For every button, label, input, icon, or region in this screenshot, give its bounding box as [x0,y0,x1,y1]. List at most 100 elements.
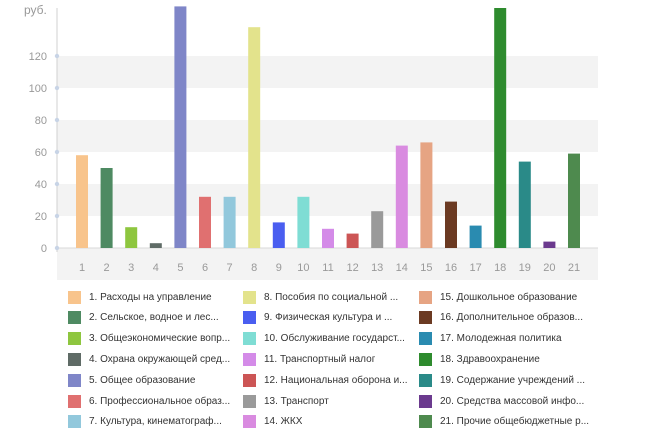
y-tick-label: 0 [41,243,47,255]
x-tick-label: 3 [128,262,134,274]
bar-1[interactable] [76,155,88,248]
bar-12[interactable] [346,233,359,248]
x-tick-label: 17 [469,262,481,274]
legend-swatch [68,290,81,304]
legend-swatch [68,311,81,325]
y-tick-marker [54,181,60,187]
bar-18[interactable] [494,8,507,248]
legend-label: 16. Дополнительное образов... [440,312,583,324]
y-tick-marker [54,149,60,155]
bar-13[interactable] [371,211,384,248]
legend-item-10[interactable]: 10. Обслуживание государст... [243,331,411,347]
legend-item-11[interactable]: 11. Транспортный налог [243,351,411,367]
x-tick-label: 12 [346,262,358,274]
y-tick-label: 20 [35,211,47,223]
x-tick-label: 8 [251,262,257,274]
x-tick-label: 6 [202,262,208,274]
legend-item-6[interactable]: 6. Профессиональное образ... [68,393,240,409]
legend-item-15[interactable]: 15. Дошкольное образование [419,289,595,305]
legend-swatch [419,311,432,325]
y-tick-label: 120 [29,51,47,63]
legend-item-9[interactable]: 9. Физическая культура и ... [243,310,411,326]
bar-9[interactable] [272,222,285,248]
legend-label: 9. Физическая культура и ... [264,312,393,324]
legend-swatch [243,373,256,387]
bar-4[interactable] [149,243,162,248]
legend-swatch [243,332,256,346]
grid-band [57,184,598,216]
grid-band [57,120,598,152]
x-tick-label: 7 [227,262,233,274]
legend-item-5[interactable]: 5. Общее образование [68,372,240,388]
legend-item-13[interactable]: 13. Транспорт [243,393,411,409]
legend-item-12[interactable]: 12. Национальная оборона и... [243,372,411,388]
bar-14[interactable] [395,145,408,248]
legend-label: 19. Содержание учреждений ... [440,374,586,386]
x-tick-label: 5 [177,262,183,274]
grid-band [57,56,598,88]
bar-5[interactable] [174,6,187,249]
x-tick-label: 19 [519,262,531,274]
bar-10[interactable] [297,196,310,248]
bar-15[interactable] [420,142,433,248]
legend-swatch [243,311,256,325]
y-tick-label: 60 [35,147,47,159]
y-tick-marker [54,245,60,251]
x-tick-label: 15 [420,262,432,274]
legend-swatch [243,415,256,429]
bar-11[interactable] [322,228,334,248]
bar-6[interactable] [199,196,211,248]
legend-swatch [419,332,432,346]
x-tick-label: 11 [322,262,333,274]
legend-label: 20. Средства массовой инфо... [440,395,585,407]
legend-item-8[interactable]: 8. Пособия по социальной ... [243,289,411,305]
legend-item-16[interactable]: 16. Дополнительное образов... [419,310,595,326]
x-tick-label: 10 [297,262,309,274]
legend-item-1[interactable]: 1. Расходы на управление [68,289,240,305]
legend-item-19[interactable]: 19. Содержание учреждений ... [419,372,595,388]
legend-item-7[interactable]: 7. Культура, кинематограф... [68,414,240,430]
y-tick-label: 100 [29,83,47,95]
x-tick-label: 9 [276,262,282,274]
bar-17[interactable] [469,225,482,248]
legend-item-4[interactable]: 4. Охрана окружающей сред... [68,351,240,367]
x-tick-label: 18 [494,262,506,274]
bar-3[interactable] [125,227,138,248]
y-tick-label: 40 [35,179,47,191]
y-axis-unit-label: руб. [24,3,47,17]
legend-item-17[interactable]: 17. Молодежная политика [419,331,595,347]
bar-21[interactable] [568,153,580,248]
bar-8[interactable] [248,27,261,249]
legend-label: 10. Обслуживание государст... [264,333,405,345]
x-tick-label: 16 [445,262,457,274]
legend-item-2[interactable]: 2. Сельское, водное и лес... [68,310,240,326]
bar-16[interactable] [445,201,457,248]
legend-item-21[interactable]: 21. Прочие общебюджетные р... [419,414,595,430]
bar-20[interactable] [543,241,556,248]
legend-swatch [68,352,81,366]
legend-item-14[interactable]: 14. ЖКХ [243,414,411,430]
y-tick-marker [54,85,60,91]
legend-swatch [419,415,432,429]
legend-item-18[interactable]: 18. Здравоохранение [419,351,595,367]
y-tick-marker [54,117,60,123]
x-tick-label: 1 [79,262,85,274]
bar-2[interactable] [100,168,113,248]
y-tick-label: 80 [35,115,47,127]
legend-swatch [68,373,81,387]
legend-label: 11. Транспортный налог [264,353,376,365]
x-tick-label: 4 [153,262,159,274]
legend-label: 6. Профессиональное образ... [89,395,231,407]
legend-item-3[interactable]: 3. Общеэкономические вопр... [68,331,240,347]
legend-swatch [243,290,256,304]
legend-label: 14. ЖКХ [264,416,303,428]
bar-19[interactable] [518,161,531,248]
legend-item-20[interactable]: 20. Средства массовой инфо... [419,393,595,409]
legend-swatch [68,394,81,408]
legend-swatch [243,352,256,366]
legend-swatch [419,373,432,387]
y-tick-marker [54,213,60,219]
legend-label: 4. Охрана окружающей сред... [89,353,231,365]
legend-swatch [243,394,256,408]
bar-7[interactable] [223,196,236,248]
